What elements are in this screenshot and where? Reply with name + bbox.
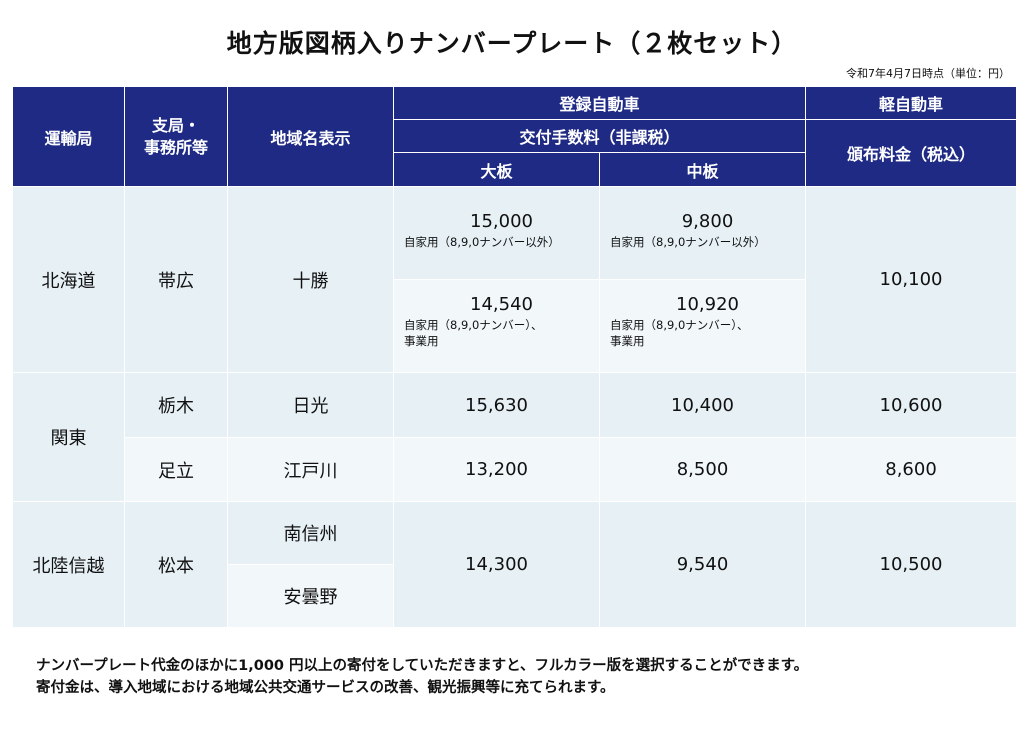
- footer-line-1: ナンバープレート代金のほかに1,000 円以上の寄付をしていただきますと、フルカ…: [36, 658, 809, 674]
- cell-kei-adachi: 8,600: [805, 437, 1018, 502]
- cell-medium-adachi: 8,500: [598, 437, 807, 502]
- header-kei-fee: 頒布料金（税込）: [805, 119, 1018, 187]
- cell-bureau-hokuriku: 北陸信越: [12, 501, 125, 628]
- cell-large-tochigi: 15,630: [393, 372, 600, 438]
- cell-bureau-hokkaido: 北海道: [12, 186, 125, 373]
- value-medium-private: 9,800: [681, 211, 734, 232]
- cell-region-tokachi: 十勝: [227, 186, 394, 373]
- header-kei: 軽自動車: [805, 86, 1018, 120]
- footer-notes: ナンバープレート代金のほかに1,000 円以上の寄付をしていただきますと、フルカ…: [36, 655, 808, 699]
- header-registered: 登録自動車: [392, 86, 807, 120]
- cell-large-private: 15,000 自家用（8,9,0ナンバー以外）: [393, 186, 600, 280]
- as-of-date: 令和7年4月7日時点（単位：円）: [846, 67, 1010, 80]
- cell-medium-matsumoto: 9,540: [598, 501, 807, 628]
- note-large-other: 自家用（8,9,0ナンバー）、 事業用: [404, 318, 543, 348]
- cell-medium-private: 9,800 自家用（8,9,0ナンバー以外）: [598, 186, 807, 280]
- cell-large-matsumoto: 14,300: [393, 501, 600, 628]
- cell-medium-tochigi: 10,400: [598, 372, 807, 438]
- note-medium-private: 自家用（8,9,0ナンバー以外）: [610, 235, 766, 249]
- footer-line-2: 寄付金は、導入地域における地域公共交通サービスの改善、観光振興等に充てられます。: [36, 680, 615, 696]
- header-bureau: 運輸局: [12, 86, 125, 187]
- cell-kei-matsumoto: 10,500: [805, 501, 1018, 628]
- cell-medium-other: 10,920 自家用（8,9,0ナンバー）、 事業用: [598, 279, 807, 373]
- note-large-private: 自家用（8,9,0ナンバー以外）: [404, 235, 560, 249]
- header-branch: 支局・ 事務所等: [124, 86, 228, 187]
- value-large-other: 14,540: [470, 294, 533, 315]
- cell-region-azumino: 安曇野: [227, 564, 394, 628]
- header-fee-type: 交付手数料（非課税）: [392, 119, 807, 153]
- header-large: 大板: [393, 152, 600, 187]
- cell-region-nikko: 日光: [227, 372, 394, 438]
- value-large-private: 15,000: [470, 211, 533, 232]
- cell-region-edogawa: 江戸川: [227, 437, 394, 502]
- page-title: 地方版図柄入りナンバープレート（２枚セット）: [226, 29, 798, 58]
- cell-bureau-kanto: 関東: [12, 372, 125, 502]
- cell-branch-adachi: 足立: [124, 437, 228, 502]
- value-medium-other: 10,920: [676, 294, 739, 315]
- header-region: 地域名表示: [227, 86, 394, 187]
- cell-branch-matsumoto: 松本: [124, 501, 228, 628]
- header-medium: 中板: [598, 152, 807, 187]
- cell-large-adachi: 13,200: [393, 437, 600, 502]
- cell-branch-tochigi: 栃木: [124, 372, 228, 438]
- fee-table: 運輸局 支局・ 事務所等 地域名表示 登録自動車 軽自動車 交付手数料（非課税）…: [12, 86, 1018, 628]
- cell-branch-obihiro: 帯広: [124, 186, 228, 373]
- cell-kei-tochigi: 10,600: [805, 372, 1018, 438]
- note-medium-other: 自家用（8,9,0ナンバー）、 事業用: [610, 318, 749, 348]
- cell-large-other: 14,540 自家用（8,9,0ナンバー）、 事業用: [393, 279, 600, 373]
- cell-region-minamishinshu: 南信州: [227, 501, 394, 565]
- cell-kei-hokkaido: 10,100: [805, 186, 1018, 373]
